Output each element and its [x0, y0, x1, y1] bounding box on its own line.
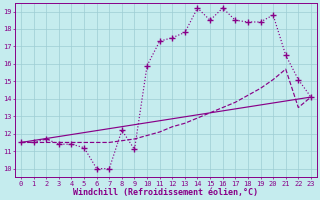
X-axis label: Windchill (Refroidissement éolien,°C): Windchill (Refroidissement éolien,°C)	[74, 188, 259, 197]
